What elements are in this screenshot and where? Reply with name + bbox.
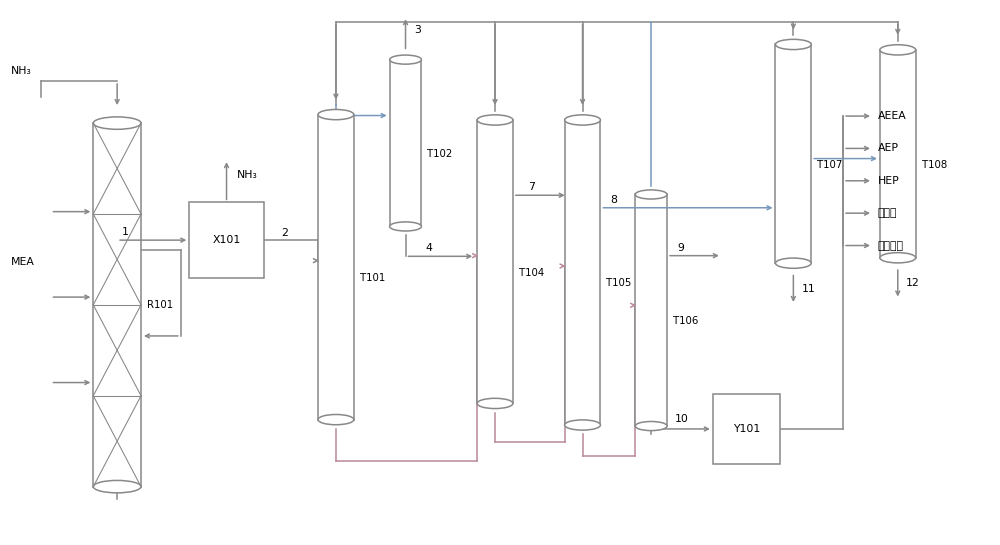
Text: MEA: MEA: [11, 257, 35, 267]
Ellipse shape: [565, 420, 600, 430]
Text: T101: T101: [360, 273, 385, 283]
Ellipse shape: [318, 415, 354, 425]
Text: NH₃: NH₃: [236, 171, 257, 180]
Ellipse shape: [390, 222, 421, 231]
Ellipse shape: [93, 481, 141, 493]
Ellipse shape: [93, 117, 141, 129]
Text: NH₃: NH₃: [11, 65, 31, 76]
Text: 低聚物: 低聚物: [878, 208, 897, 218]
Ellipse shape: [477, 115, 513, 125]
Text: 11: 11: [801, 284, 815, 294]
Text: 3: 3: [414, 25, 421, 35]
Ellipse shape: [390, 55, 421, 64]
Text: T106: T106: [673, 316, 698, 326]
FancyBboxPatch shape: [775, 45, 811, 263]
Text: 重组分等: 重组分等: [878, 240, 904, 251]
Ellipse shape: [477, 398, 513, 409]
FancyBboxPatch shape: [635, 195, 667, 426]
Text: 2: 2: [281, 228, 288, 238]
FancyBboxPatch shape: [477, 120, 513, 403]
Ellipse shape: [565, 115, 600, 125]
Text: 7: 7: [528, 182, 535, 192]
FancyBboxPatch shape: [880, 50, 916, 258]
FancyBboxPatch shape: [318, 114, 354, 420]
Ellipse shape: [880, 45, 916, 55]
Text: 9: 9: [677, 243, 684, 252]
FancyBboxPatch shape: [93, 123, 141, 487]
Bar: [189, 202, 264, 278]
Text: 10: 10: [675, 414, 689, 424]
Text: 8: 8: [610, 195, 617, 205]
Ellipse shape: [775, 258, 811, 268]
Text: AEP: AEP: [878, 143, 899, 154]
Text: T102: T102: [427, 149, 453, 159]
Bar: [713, 394, 780, 464]
Text: T108: T108: [922, 160, 947, 169]
Text: X101: X101: [212, 235, 241, 245]
Text: 1: 1: [122, 227, 129, 237]
Text: T105: T105: [606, 278, 632, 288]
Text: T104: T104: [519, 268, 544, 277]
Text: T107: T107: [817, 160, 843, 169]
Text: AEEA: AEEA: [878, 111, 907, 121]
Ellipse shape: [318, 110, 354, 120]
FancyBboxPatch shape: [390, 59, 421, 227]
FancyBboxPatch shape: [565, 120, 600, 425]
Ellipse shape: [775, 39, 811, 50]
Text: Y101: Y101: [733, 424, 760, 434]
Ellipse shape: [880, 253, 916, 263]
Text: 12: 12: [906, 278, 919, 288]
Ellipse shape: [635, 190, 667, 199]
Text: 4: 4: [425, 243, 432, 253]
Text: R101: R101: [147, 300, 173, 310]
Text: HEP: HEP: [878, 176, 900, 186]
Ellipse shape: [635, 421, 667, 431]
